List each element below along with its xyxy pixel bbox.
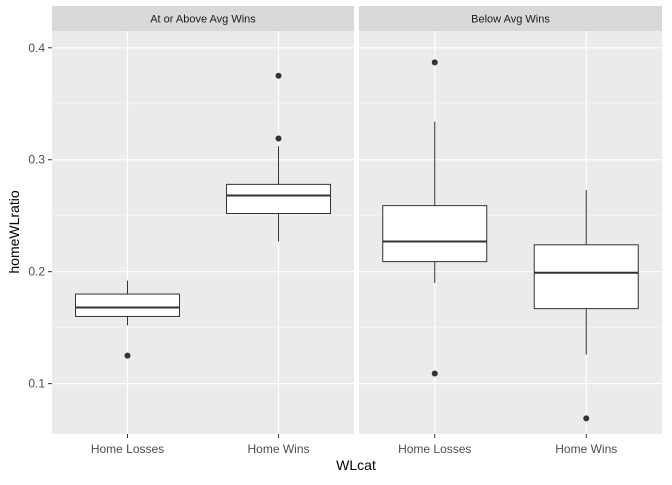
y-axis-label: homeWLratio bbox=[6, 190, 22, 273]
box-home-wins bbox=[533, 189, 639, 422]
outlier-point bbox=[124, 352, 131, 359]
outlier-point bbox=[275, 135, 282, 142]
facet-strip-label: At or Above Avg Wins bbox=[150, 14, 256, 26]
outlier-point bbox=[431, 59, 438, 66]
facet-strip-label: Below Avg Wins bbox=[471, 14, 550, 26]
outlier-point bbox=[275, 72, 282, 79]
box-iqr bbox=[533, 244, 639, 310]
box-home-wins bbox=[226, 72, 331, 242]
box-home-losses bbox=[382, 59, 488, 377]
facet-strip bbox=[52, 6, 354, 31]
box-home-losses bbox=[75, 280, 180, 359]
outlier-point bbox=[583, 415, 590, 422]
box-iqr bbox=[226, 183, 331, 214]
y-tick-label: 0.3 bbox=[28, 153, 45, 167]
facet-strip bbox=[359, 6, 662, 31]
y-tick-label: 0.1 bbox=[28, 377, 45, 391]
x-tick-label: Home Losses bbox=[398, 442, 471, 456]
x-tick-label: Home Wins bbox=[555, 442, 617, 456]
outlier-point bbox=[431, 370, 438, 377]
box-iqr bbox=[75, 293, 180, 317]
x-tick-label: Home Losses bbox=[91, 442, 164, 456]
x-tick-label: Home Wins bbox=[247, 442, 309, 456]
x-axis-label: WLcat bbox=[336, 457, 376, 473]
y-tick-label: 0.2 bbox=[28, 265, 45, 279]
box-iqr bbox=[382, 205, 488, 263]
panel-background bbox=[52, 31, 354, 434]
facet-panel: Below Avg Wins Home Losses Home Wins bbox=[359, 6, 662, 456]
facet-panel: At or Above Avg Wins Home Losses Home Wins bbox=[52, 6, 354, 456]
y-tick-label: 0.4 bbox=[28, 41, 45, 55]
